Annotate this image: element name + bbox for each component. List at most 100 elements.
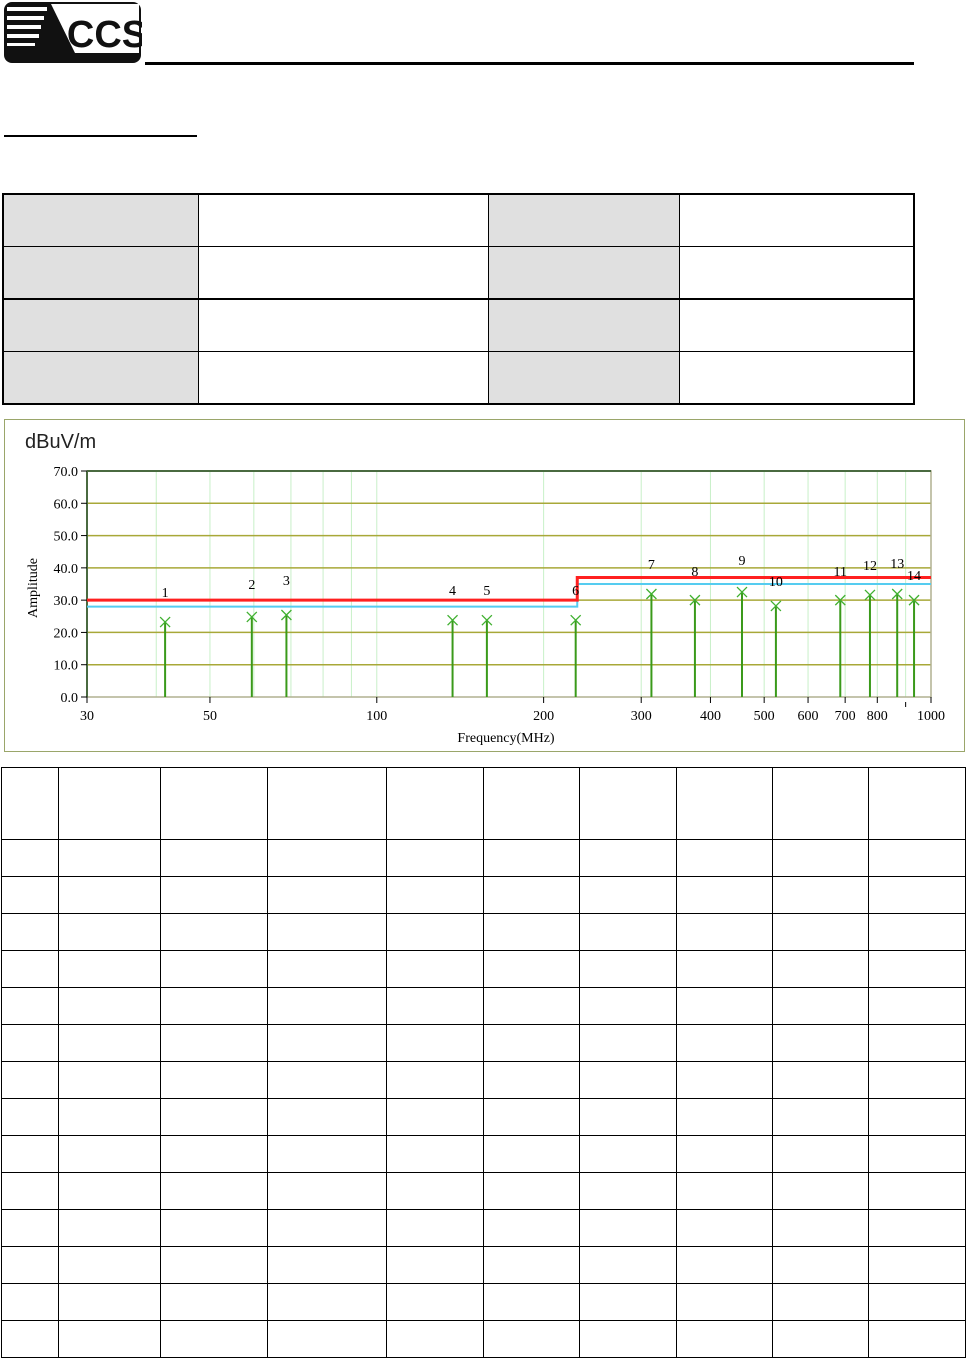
table-cell bbox=[267, 987, 387, 1025]
y-tick-label: 10.0 bbox=[54, 659, 79, 674]
table-cell bbox=[385, 1172, 484, 1210]
marker-x bbox=[645, 588, 657, 600]
y-tick-label: 30.0 bbox=[54, 594, 79, 609]
table-cell bbox=[160, 950, 269, 988]
table-cell bbox=[867, 839, 967, 877]
table-cell bbox=[160, 767, 269, 840]
table-cell bbox=[482, 1172, 580, 1210]
marker-x bbox=[908, 594, 920, 606]
table-cell bbox=[867, 1283, 967, 1321]
table-cell bbox=[385, 913, 484, 951]
table-cell bbox=[675, 1098, 773, 1136]
table-cell bbox=[482, 839, 580, 877]
table-cell bbox=[867, 767, 967, 840]
table-cell bbox=[771, 913, 869, 951]
table-cell bbox=[58, 839, 162, 877]
marker-x bbox=[770, 600, 782, 612]
table-cell bbox=[160, 987, 269, 1025]
table-cell bbox=[675, 876, 773, 914]
table-cell bbox=[867, 1098, 967, 1136]
info-row bbox=[2, 351, 915, 405]
table-cell bbox=[0, 1024, 60, 1062]
x-tick-label: 700 bbox=[835, 709, 856, 724]
info-value-cell bbox=[678, 298, 915, 352]
marker-label: 14 bbox=[907, 569, 921, 584]
table-cell bbox=[482, 913, 580, 951]
test-info-table bbox=[2, 193, 915, 405]
table-cell bbox=[675, 1024, 773, 1062]
table-cell bbox=[675, 987, 773, 1025]
x-tick-label: 100 bbox=[366, 709, 387, 724]
table-cell bbox=[58, 913, 162, 951]
table-cell bbox=[385, 987, 484, 1025]
table-cell bbox=[867, 1320, 967, 1358]
marker-x bbox=[481, 614, 493, 626]
table-cell bbox=[867, 1246, 967, 1284]
marker-label: 8 bbox=[691, 565, 698, 580]
table-cell bbox=[0, 767, 60, 840]
table-cell bbox=[578, 1061, 677, 1099]
table-cell bbox=[58, 1283, 162, 1321]
table-cell bbox=[578, 950, 677, 988]
unit-label: dBuV/m bbox=[25, 431, 96, 453]
table-cell bbox=[771, 1246, 869, 1284]
marker-label: 4 bbox=[449, 584, 456, 599]
table-cell bbox=[675, 1135, 773, 1173]
marker-label: 3 bbox=[283, 574, 290, 589]
table-cell bbox=[160, 1098, 269, 1136]
table-cell bbox=[0, 1246, 60, 1284]
info-label-cell bbox=[487, 246, 680, 300]
table-cell bbox=[267, 1209, 387, 1247]
axis-ticks: 0.0 10.0 20.0 30.0 40.0 50.0 60.0 70.0 30 50 100 20… bbox=[54, 465, 946, 724]
info-label-cell bbox=[487, 193, 680, 247]
table-cell bbox=[58, 1135, 162, 1173]
table-cell bbox=[385, 1283, 484, 1321]
section-title-underline bbox=[4, 135, 197, 137]
table-cell bbox=[482, 1320, 580, 1358]
table-cell bbox=[771, 1283, 869, 1321]
info-label-cell bbox=[2, 246, 199, 300]
table-cell bbox=[58, 1172, 162, 1210]
table-cell bbox=[482, 1024, 580, 1062]
marker-x bbox=[834, 594, 846, 606]
table-cell bbox=[385, 1135, 484, 1173]
table-cell bbox=[267, 1098, 387, 1136]
x-tick-label: 300 bbox=[631, 709, 652, 724]
table-cell bbox=[675, 1246, 773, 1284]
table-row bbox=[0, 1024, 967, 1062]
table-cell bbox=[482, 987, 580, 1025]
table-cell bbox=[160, 913, 269, 951]
info-value-cell bbox=[197, 298, 489, 352]
table-cell bbox=[385, 1209, 484, 1247]
table-cell bbox=[385, 1024, 484, 1062]
table-cell bbox=[160, 1172, 269, 1210]
table-cell bbox=[771, 987, 869, 1025]
table-row bbox=[0, 876, 967, 914]
margin-line bbox=[87, 583, 931, 608]
table-cell bbox=[771, 1172, 869, 1210]
table-row bbox=[0, 1246, 967, 1284]
measurement-table bbox=[0, 767, 967, 1358]
chart-frame bbox=[4, 419, 965, 752]
table-cell bbox=[867, 1024, 967, 1062]
marker-label: 12 bbox=[863, 559, 877, 574]
info-value-cell bbox=[197, 193, 489, 247]
table-row bbox=[0, 1172, 967, 1210]
table-cell bbox=[267, 1320, 387, 1358]
marker-x bbox=[447, 614, 459, 626]
marker-x bbox=[280, 609, 292, 621]
limit-line bbox=[87, 576, 931, 602]
marker-x bbox=[736, 586, 748, 598]
x-tick-label: 1000 bbox=[917, 709, 945, 724]
y-tick-label: 20.0 bbox=[54, 626, 79, 641]
table-cell bbox=[578, 1135, 677, 1173]
table-cell bbox=[58, 1246, 162, 1284]
table-cell bbox=[160, 1024, 269, 1062]
table-cell bbox=[578, 1320, 677, 1358]
marker-label: 6 bbox=[572, 584, 579, 599]
table-cell bbox=[0, 1135, 60, 1173]
marker-x bbox=[570, 614, 582, 626]
marker-label: 7 bbox=[648, 558, 655, 573]
info-label-cell bbox=[487, 298, 680, 352]
